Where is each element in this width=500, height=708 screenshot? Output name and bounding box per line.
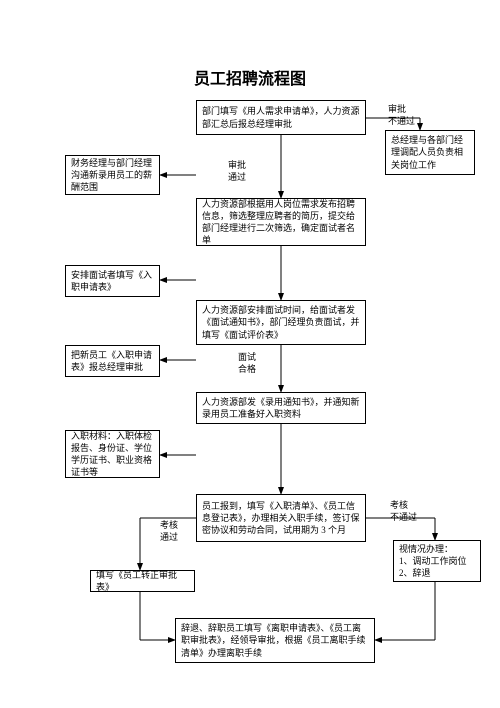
node-resign: 辞退、辞职员工填写《离职申请表》、《员工离职审批表》，经领导审批，根据《员工离职… bbox=[175, 618, 375, 663]
node-text: 填写《员工转正审批表》 bbox=[96, 569, 189, 593]
node-request-form: 部门填写《用人需求申请单》，人力资源部汇总后报总经理审批 bbox=[196, 100, 366, 135]
node-interview: 人力资源部安排面试时间，给面试者发《面试通知书》，部门经理负责面试，并填写《面试… bbox=[196, 300, 366, 345]
side-apply-form: 安排面试者填写《入职申请表》 bbox=[65, 265, 160, 297]
node-text: 把新员工《入职申请表》报总经理审批 bbox=[71, 349, 154, 373]
node-text: 辞退、辞职员工填写《离职申请表》、《员工离职审批表》，经领导审批，根据《员工离职… bbox=[181, 622, 369, 658]
node-text: 员工报到，填写《入职清单》、《员工信息登记表》，办理相关入职手续，签订保密协议和… bbox=[202, 500, 360, 536]
side-report-gm: 把新员工《入职申请表》报总经理审批 bbox=[65, 345, 160, 377]
node-text: 入职材料：入职体检报告、身份证、学位学历证书、职业资格证书等 bbox=[71, 430, 154, 479]
node-text: 总经理与各部门经理调配人员负责相关岗位工作 bbox=[391, 134, 469, 170]
label-interview-pass: 面试合格 bbox=[238, 352, 256, 375]
node-text: 部门填写《用人需求申请单》，人力资源部汇总后报总经理审批 bbox=[202, 105, 360, 129]
node-text: 安排面试者填写《入职申请表》 bbox=[71, 269, 154, 293]
node-text: 财务经理与部门经理沟通新录用员工的薪酬范围 bbox=[71, 157, 154, 193]
side-salary-scope: 财务经理与部门经理沟通新录用员工的薪酬范围 bbox=[65, 155, 160, 195]
label-approve-fail: 审批不通过 bbox=[388, 104, 415, 127]
page-title: 员工招聘流程图 bbox=[0, 65, 500, 89]
node-text: 人力资源部发《录用通知书》，并通知新录用员工准备好入职资料 bbox=[202, 396, 360, 420]
node-publish-job: 人力资源部根据用人岗位需求发布招聘信息，筛选整理应聘者的简历，提交给部门经理进行… bbox=[196, 198, 366, 246]
node-offer: 人力资源部发《录用通知书》，并通知新录用员工准备好入职资料 bbox=[196, 392, 366, 424]
side-onboard-docs: 入职材料：入职体检报告、身份证、学位学历证书、职业资格证书等 bbox=[65, 430, 160, 478]
node-text: 人力资源部根据用人岗位需求发布招聘信息，筛选整理应聘者的简历，提交给部门经理进行… bbox=[202, 198, 360, 247]
label-assess-pass: 考核通过 bbox=[160, 520, 178, 543]
label-assess-fail: 考核不通过 bbox=[390, 500, 417, 523]
node-onboard: 员工报到，填写《入职清单》、《员工信息登记表》，办理相关入职手续，签订保密协议和… bbox=[196, 494, 366, 542]
label-approve-pass: 审批通过 bbox=[228, 160, 246, 183]
side-regularize: 填写《员工转正审批表》 bbox=[90, 570, 195, 592]
node-text: 人力资源部安排面试时间，给面试者发《面试通知书》，部门经理负责面试，并填写《面试… bbox=[202, 304, 360, 340]
node-text: 视情况办理：1、调动工作岗位2、辞退 bbox=[399, 543, 467, 579]
side-handle-options: 视情况办理：1、调动工作岗位2、辞退 bbox=[393, 540, 481, 582]
node-gm-reallocate: 总经理与各部门经理调配人员负责相关岗位工作 bbox=[385, 130, 475, 175]
